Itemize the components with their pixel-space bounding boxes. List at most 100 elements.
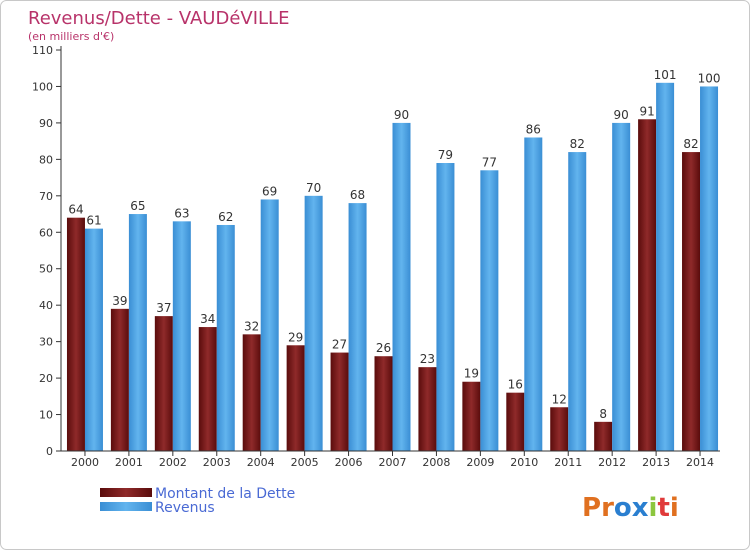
bar-revenus	[436, 163, 455, 451]
data-label: 100	[698, 71, 721, 85]
y-tick-label: 40	[39, 299, 53, 312]
proxiti-logo: Proxiti	[582, 493, 679, 523]
bar-revenus	[656, 82, 675, 452]
proxiti-logo-text: Proxiti	[582, 493, 679, 523]
y-tick-label: 10	[39, 409, 53, 422]
x-tick-label: 2009	[466, 456, 494, 469]
y-tick-label: 30	[39, 336, 53, 349]
bar-dette	[462, 381, 481, 451]
data-label: 69	[262, 184, 277, 198]
data-label: 82	[683, 137, 698, 151]
bar-revenus	[480, 170, 499, 452]
data-label: 65	[130, 199, 145, 213]
bar-revenus	[216, 224, 235, 451]
data-label: 19	[464, 367, 479, 381]
y-tick-label: 80	[39, 153, 53, 166]
data-label: 70	[306, 181, 321, 195]
x-tick-label: 2010	[510, 456, 538, 469]
data-label: 90	[614, 108, 629, 122]
x-tick-label: 2004	[247, 456, 275, 469]
y-tick-label: 60	[39, 226, 53, 239]
legend-label: Revenus	[155, 500, 215, 516]
data-label: 62	[218, 210, 233, 224]
bar-dette	[110, 308, 129, 451]
legend-swatch	[100, 502, 152, 511]
data-label: 79	[438, 148, 453, 162]
bar-revenus	[84, 228, 103, 451]
x-tick-label: 2011	[554, 456, 582, 469]
data-label: 16	[508, 378, 523, 392]
y-tick-label: 100	[32, 80, 53, 93]
bar-dette	[330, 352, 349, 451]
bar-dette	[594, 421, 613, 451]
data-label: 82	[570, 137, 585, 151]
bar-revenus	[568, 152, 587, 451]
data-label: 12	[552, 392, 567, 406]
y-tick-label: 70	[39, 190, 53, 203]
x-tick-label: 2008	[422, 456, 450, 469]
bar-dette	[286, 345, 305, 451]
x-tick-label: 2003	[203, 456, 231, 469]
bar-revenus	[260, 199, 279, 451]
bar-revenus	[524, 137, 543, 451]
y-tick-label: 0	[46, 445, 53, 458]
bar-revenus	[348, 203, 367, 451]
data-label: 37	[156, 301, 171, 315]
bar-dette	[374, 356, 393, 451]
bar-dette	[154, 316, 173, 451]
data-label: 90	[394, 108, 409, 122]
data-label: 32	[244, 319, 259, 333]
bar-revenus	[612, 122, 631, 451]
data-label: 27	[332, 338, 347, 352]
bar-revenus	[392, 122, 411, 451]
bar-dette	[66, 217, 85, 451]
y-axis: 0 10 20 30 40 50 60 70 80 90 100 110	[32, 44, 62, 458]
data-label: 63	[174, 206, 189, 220]
data-label: 101	[654, 68, 677, 82]
legend-label: Montant de la Dette	[155, 486, 295, 502]
bar-dette	[242, 334, 261, 451]
x-tick-label: 2007	[379, 456, 407, 469]
chart-title: Revenus/Dette - VAUDéVILLE	[28, 8, 289, 29]
data-label: 64	[68, 203, 83, 217]
data-label: 8	[599, 407, 607, 421]
bar-revenus	[304, 195, 323, 451]
x-tick-label: 2002	[159, 456, 187, 469]
chart-subtitle: (en milliers d'€)	[28, 30, 114, 43]
bar-dette	[682, 152, 701, 451]
data-label: 91	[639, 104, 654, 118]
bar-dette	[506, 392, 525, 451]
bar-dette	[198, 327, 217, 451]
data-label: 61	[86, 214, 101, 228]
x-tick-label: 2000	[71, 456, 99, 469]
y-tick-label: 20	[39, 372, 53, 385]
data-label: 77	[482, 155, 497, 169]
bar-dette	[418, 367, 437, 451]
data-label: 86	[526, 122, 541, 136]
data-label: 23	[420, 352, 435, 366]
bar-dette	[638, 119, 657, 451]
x-tick-label: 2005	[291, 456, 319, 469]
data-label: 39	[112, 294, 127, 308]
x-tick-label: 2006	[335, 456, 363, 469]
x-tick-label: 2012	[598, 456, 626, 469]
y-tick-label: 110	[32, 44, 53, 57]
data-label: 68	[350, 188, 365, 202]
y-tick-label: 50	[39, 263, 53, 276]
x-axis: 2000 2001 2002 2003 2004 2005 2006 2007 2008 2009…	[61, 450, 720, 469]
legend-swatch	[100, 488, 152, 497]
x-tick-label: 2001	[115, 456, 143, 469]
x-tick-label: 2014	[686, 456, 714, 469]
x-tick-label: 2013	[642, 456, 670, 469]
bar-revenus	[128, 214, 147, 451]
bar-dette	[550, 407, 569, 451]
bar-revenus	[172, 221, 191, 451]
data-label: 26	[376, 341, 391, 355]
data-label: 29	[288, 330, 303, 344]
data-label: 34	[200, 312, 215, 326]
